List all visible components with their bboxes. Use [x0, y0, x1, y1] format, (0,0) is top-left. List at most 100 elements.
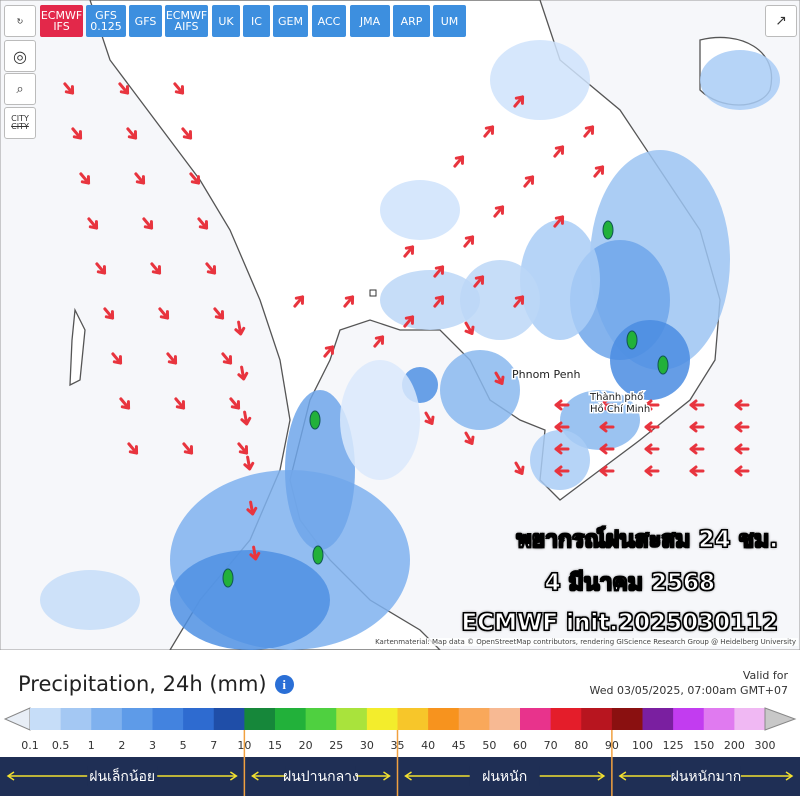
model-button[interactable]: UM [433, 5, 466, 37]
rain-blob [530, 430, 590, 490]
legend-swatch [152, 708, 184, 730]
legend-swatch [489, 708, 521, 730]
wind-arrow [554, 443, 570, 455]
refresh-button[interactable]: ↻ [4, 5, 36, 37]
rain-blob [520, 220, 600, 340]
wind-arrow [554, 465, 570, 477]
arrow-shape [243, 455, 255, 471]
wind-arrow [599, 421, 615, 433]
model-button[interactable]: ACC [312, 5, 346, 37]
arrow-shape [150, 262, 162, 275]
model-button[interactable]: ECMWF IFS [40, 5, 83, 37]
scale-label: 125 [663, 739, 684, 752]
wind-arrow [464, 321, 475, 335]
wind-arrow [689, 399, 705, 411]
legend-swatch [458, 708, 490, 730]
overlay-title: พยากรณ์ฝนสะสม 24 ชม. [516, 527, 778, 554]
wind-arrow [644, 399, 660, 411]
scale-label: 200 [724, 739, 745, 752]
legend-swatch [244, 708, 276, 730]
wind-arrow [433, 295, 445, 308]
wind-arrow [221, 352, 233, 365]
arrow-shape [166, 352, 178, 365]
arrow-shape [424, 411, 435, 425]
model-button[interactable]: GFS 0.125 [86, 5, 126, 37]
model-button[interactable]: GEM [273, 5, 308, 37]
wind-arrow [293, 295, 305, 308]
category-label: ฝนหนักมาก [671, 769, 742, 785]
arrow-shape [373, 335, 385, 348]
arrow-shape [513, 295, 525, 308]
rain-blob [440, 350, 520, 430]
legend-swatch [673, 708, 705, 730]
arrow-shape [553, 145, 565, 158]
wind-arrow [134, 172, 146, 185]
heavy-rain [222, 568, 234, 588]
model-button[interactable]: IC [243, 5, 270, 37]
wind-arrow [87, 217, 99, 230]
scale-label: 40 [421, 739, 435, 752]
category-label-bg [670, 766, 741, 786]
arrow-shape [127, 442, 139, 455]
model-button[interactable]: UK [212, 5, 240, 37]
arrow-shape [644, 421, 660, 433]
wind-arrow [240, 410, 252, 426]
share-button[interactable]: ↗ [765, 5, 797, 37]
arrow-shape [221, 352, 233, 365]
wind-arrow [166, 352, 178, 365]
wind-arrow [205, 262, 217, 275]
rain-blob [380, 180, 460, 240]
wind-arrow [689, 465, 705, 477]
arrow-shape [734, 465, 750, 477]
model-button[interactable]: ECMWF AIFS [165, 5, 208, 37]
arrow-shape [213, 307, 225, 320]
arrow-shape [553, 215, 565, 228]
place-label: Thành phố [589, 391, 643, 403]
city-toggle[interactable]: CITY CITY [4, 107, 36, 139]
arrow-shape [593, 165, 605, 178]
wind-arrow [403, 245, 415, 258]
category-label-bg [469, 766, 540, 786]
attribution: Kartenmaterial: Map data © OpenStreetMap… [373, 638, 798, 646]
info-button[interactable]: i [274, 675, 294, 694]
wind-arrow [343, 295, 355, 308]
valid-label: Valid for [742, 669, 788, 682]
legend-swatch [428, 708, 460, 730]
scale-label: 100 [632, 739, 653, 752]
wind-arrow [644, 443, 660, 455]
wind-arrow [514, 461, 525, 475]
wind-arrow [424, 411, 435, 425]
wind-arrow [127, 442, 139, 455]
wind-arrow [197, 217, 209, 230]
legend-swatch [703, 708, 735, 730]
arrow-shape [182, 442, 194, 455]
arrow-shape [403, 315, 415, 328]
arrow-shape [240, 410, 252, 426]
scale-label: 7 [210, 739, 217, 752]
map: Phnom Penh Thành phố Hồ Chí Minh [0, 0, 800, 650]
legend-swatch [305, 708, 337, 730]
scale-label: 15 [268, 739, 282, 752]
rain-blob [610, 320, 690, 400]
category-arrowhead [404, 771, 606, 781]
zoom-button[interactable]: ⌕ [4, 73, 36, 105]
legend-swatch [520, 708, 552, 730]
arrow-shape [513, 95, 525, 108]
heavy-rain [312, 545, 324, 565]
wind-arrow [118, 82, 130, 95]
wind-arrow [103, 307, 115, 320]
wind-arrow [513, 95, 525, 108]
wind-arrow [126, 127, 138, 140]
scale-label: 30 [360, 739, 374, 752]
legend-swatch [30, 708, 62, 730]
arrow-shape [463, 235, 475, 248]
scale-label: 20 [299, 739, 313, 752]
model-button[interactable]: ARP [393, 5, 430, 37]
model-button[interactable]: GFS [129, 5, 162, 37]
scale-label: 50 [482, 739, 496, 752]
legend-swatch [734, 708, 766, 730]
location-button[interactable]: ◎ [4, 40, 36, 72]
model-button[interactable]: JMA [350, 5, 390, 37]
wind-arrow [237, 442, 249, 455]
place-label: Phnom Penh [512, 368, 580, 381]
